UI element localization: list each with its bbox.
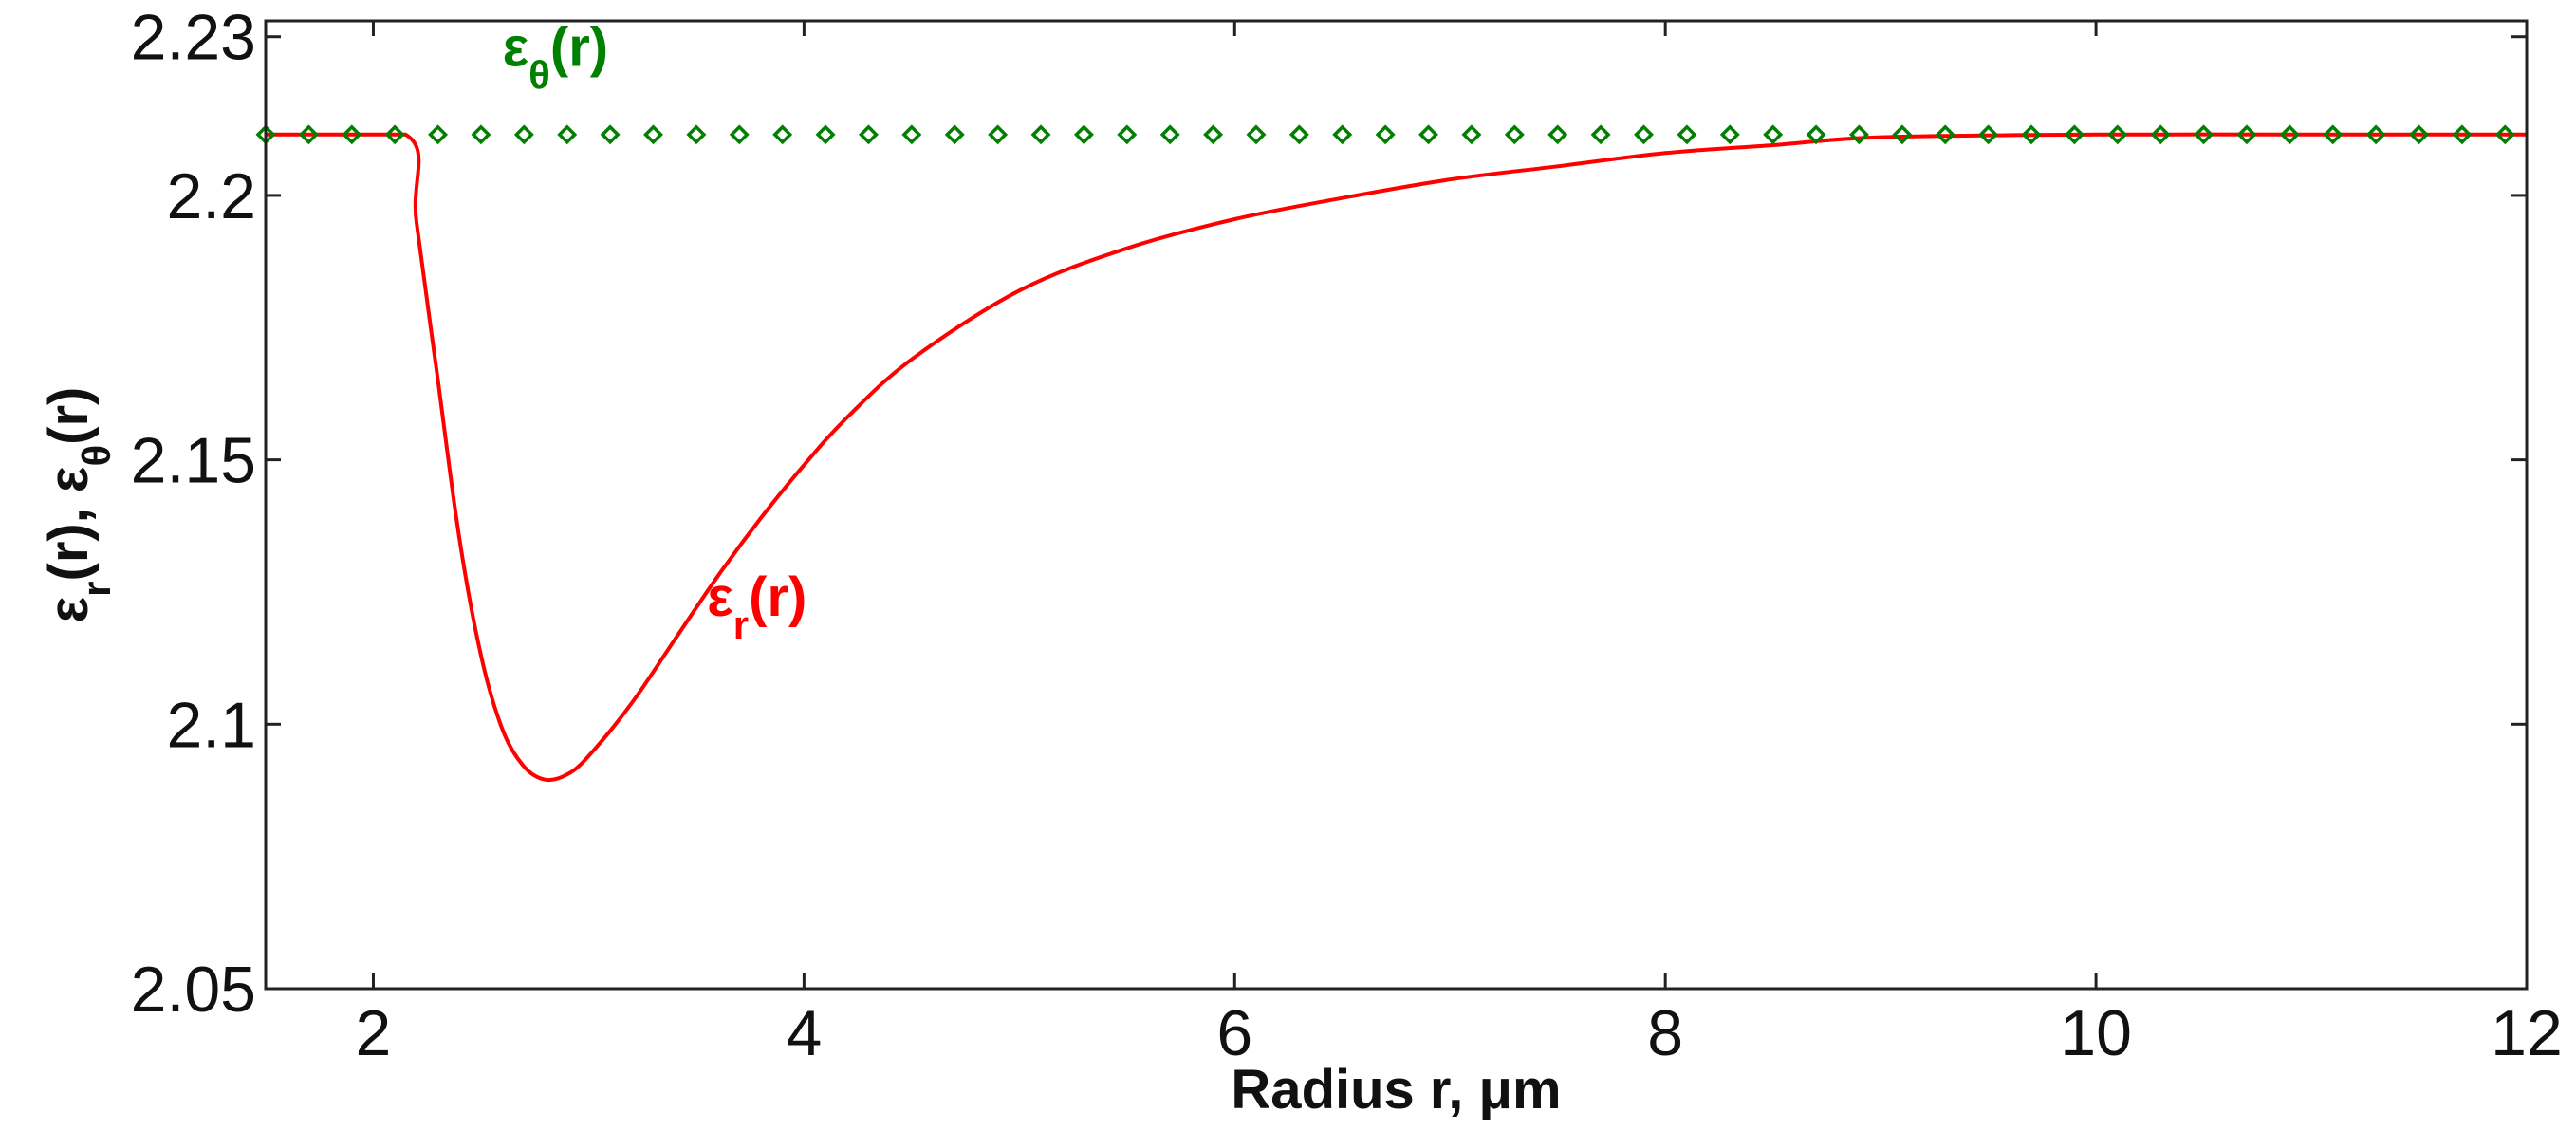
y-tick-label: 2.15 — [131, 425, 256, 497]
series-eps-theta-marker — [2365, 124, 2386, 145]
series-eps-theta-marker — [513, 124, 534, 145]
series-eps-theta-marker — [2409, 124, 2429, 145]
series-eps-theta-marker — [342, 124, 362, 145]
series-eps-theta-marker — [1763, 124, 1784, 145]
x-tick-label: 2 — [356, 997, 392, 1069]
series-label-eps-r-tail: (r) — [749, 566, 806, 628]
x-tick-label: 6 — [1216, 997, 1252, 1069]
y-axis-label: εr(r), εθ(r) — [38, 387, 119, 623]
series-eps-theta-marker — [1677, 124, 1697, 145]
series-eps-theta-marker — [901, 124, 922, 145]
series-eps-theta-marker — [1461, 124, 1482, 145]
series-eps-theta-marker — [1332, 124, 1353, 145]
series-eps-theta-marker — [600, 124, 621, 145]
series-eps-theta-marker — [1288, 124, 1309, 145]
series-label-eps-r: εr(r) — [707, 566, 806, 647]
series-eps-theta-marker — [1073, 124, 1094, 145]
y-axis-label-eps1: ε — [38, 597, 100, 623]
series-label-eps-theta-tail: (r) — [550, 16, 608, 78]
plot-markers — [255, 124, 2515, 145]
series-eps-theta-marker — [1246, 124, 1267, 145]
series-eps-r-line — [266, 132, 2527, 783]
series-eps-theta-marker — [1030, 124, 1051, 145]
series-label-eps-theta: εθ(r) — [503, 16, 608, 97]
series-eps-theta-marker — [815, 124, 836, 145]
y-axis-label-rest2: (r) — [38, 387, 100, 445]
series-eps-theta-marker — [2323, 124, 2344, 145]
series-eps-theta-marker — [2064, 124, 2085, 145]
series-eps-theta-marker — [2021, 124, 2042, 145]
series-eps-theta-marker — [1203, 124, 1224, 145]
series-eps-theta-marker — [643, 124, 663, 145]
series-eps-theta-marker — [1504, 124, 1525, 145]
series-eps-theta-marker — [1719, 124, 1740, 145]
series-eps-theta-marker — [729, 124, 750, 145]
series-eps-theta-marker — [2236, 124, 2257, 145]
x-tick-label: 10 — [2060, 997, 2132, 1069]
series-eps-theta-marker — [944, 124, 965, 145]
series-eps-theta-marker — [1117, 124, 1138, 145]
series-eps-theta-marker — [772, 124, 793, 145]
plot-frame — [264, 19, 2529, 991]
series-eps-theta-marker — [1848, 124, 1869, 145]
series-eps-theta-marker — [1375, 124, 1396, 145]
series-eps-theta-marker — [1547, 124, 1568, 145]
series-eps-theta-marker — [298, 124, 319, 145]
series-eps-theta-marker — [1159, 124, 1180, 145]
series-eps-theta-marker — [2494, 124, 2515, 145]
tick-labels: 2 4 6 8 10 12 2.05 2.1 2.15 2.2 2.23 — [131, 2, 2563, 1069]
series-eps-theta-marker — [1418, 124, 1439, 145]
series-label-eps-theta-sub: θ — [528, 52, 550, 97]
series-eps-theta-marker — [2452, 124, 2473, 145]
y-tick-label: 2.1 — [166, 689, 256, 761]
series-eps-theta-marker — [1590, 124, 1611, 145]
series-label-eps-r-base: ε — [707, 566, 733, 628]
x-tick-label: 8 — [1647, 997, 1683, 1069]
x-tick-label: 12 — [2491, 997, 2563, 1069]
series-eps-theta-marker — [384, 124, 405, 145]
series-label-eps-theta-base: ε — [503, 16, 529, 78]
series-eps-theta-marker — [1978, 124, 1999, 145]
series-eps-theta-marker — [1806, 124, 1826, 145]
y-tick-label: 2.23 — [131, 2, 256, 74]
y-tick-label: 2.05 — [131, 954, 256, 1026]
series-eps-theta-marker — [2107, 124, 2128, 145]
y-axis-label-rest1: (r), — [38, 492, 100, 581]
series-eps-theta-marker — [1634, 124, 1654, 145]
series-eps-theta-marker — [1892, 124, 1913, 145]
series-eps-theta-marker — [557, 124, 578, 145]
y-axis-label-eps2: ε — [38, 467, 100, 493]
series-eps-theta-marker — [428, 124, 449, 145]
series-eps-theta-marker — [2150, 124, 2171, 145]
y-tick-label: 2.2 — [166, 160, 256, 232]
series-eps-theta-marker — [858, 124, 879, 145]
series-eps-theta-marker — [2194, 124, 2215, 145]
plot-lines — [266, 132, 2527, 783]
axis-ticks — [266, 21, 2529, 991]
x-axis-label: Radius r, μm — [1231, 1059, 1561, 1121]
series-eps-theta-marker — [2279, 124, 2300, 145]
series-eps-theta-marker — [471, 124, 491, 145]
series-eps-theta-marker — [988, 124, 1009, 145]
x-tick-label: 4 — [786, 997, 822, 1069]
y-axis-label-sub2: θ — [74, 445, 119, 467]
series-eps-theta-marker — [1935, 124, 1955, 145]
series-eps-theta-marker — [686, 124, 707, 145]
y-axis-label-sub1: r — [74, 581, 119, 596]
series-label-eps-r-sub: r — [733, 603, 749, 647]
